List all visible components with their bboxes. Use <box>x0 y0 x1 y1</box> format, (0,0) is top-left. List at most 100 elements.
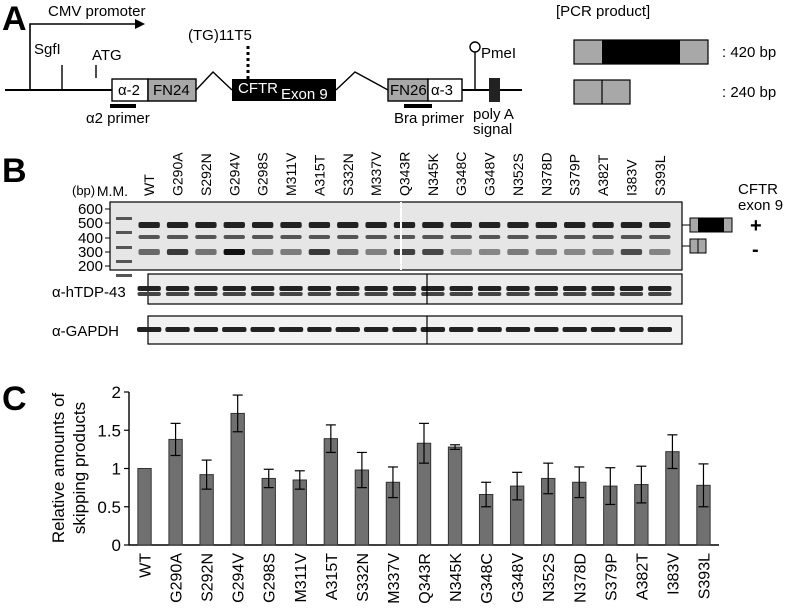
skipping-band <box>166 249 189 255</box>
inclusion-band <box>450 222 472 228</box>
tdp43-label: α-hTDP-43 <box>52 284 126 301</box>
intermediate-band <box>195 235 217 239</box>
bar <box>261 477 276 546</box>
intermediate-band <box>223 235 245 239</box>
intermediate-band <box>535 235 558 239</box>
tdp43-band <box>648 286 672 291</box>
promoter-arrowhead <box>135 19 145 29</box>
gapdh-band <box>335 327 360 332</box>
y-tick-label: 1 <box>112 460 121 479</box>
intermediate-band <box>337 235 359 239</box>
tdp43-band-lower <box>137 292 161 296</box>
pmei-label: PmeI <box>481 45 516 62</box>
x-tick-label: M337V <box>386 553 403 604</box>
gapdh-band <box>477 327 502 332</box>
x-tick-label: S393L <box>696 553 713 599</box>
lane-label: G348C <box>453 152 469 196</box>
inclusion-band <box>649 222 671 228</box>
skipping-band <box>195 249 217 255</box>
gapdh-band <box>420 327 446 332</box>
size-420-label: : 420 bp <box>722 44 776 61</box>
intermediate-band <box>649 235 671 239</box>
tdp43-band-lower <box>477 292 502 296</box>
alpha2-primer-label: α2 primer <box>86 110 150 127</box>
gapdh-band <box>392 327 417 332</box>
fn24-label: FN24 <box>153 82 190 99</box>
inclusion-band <box>620 222 643 228</box>
marker-band <box>116 231 132 234</box>
lane-label: N378D <box>538 152 554 196</box>
inclusion-band <box>195 222 217 228</box>
tdp43-band <box>250 286 275 291</box>
inclusion-band <box>478 222 501 228</box>
tdp43-band <box>421 286 445 291</box>
panel-c: C Relative amounts of skipping products … <box>2 380 719 604</box>
tdp43-band <box>477 286 502 291</box>
tdp43-band-lower <box>534 292 559 296</box>
fn26-label: FN26 <box>390 82 427 99</box>
y-tick-label: 2 <box>112 383 121 402</box>
inclusion-band <box>564 222 586 228</box>
intermediate-band <box>564 235 586 239</box>
minus-label: - <box>752 239 759 261</box>
gapdh-band <box>505 327 531 332</box>
pcr-420-exon9 <box>602 40 680 64</box>
tdp43-bands <box>137 274 672 304</box>
lane-label: M337V <box>368 151 384 196</box>
inclusion-band <box>138 222 160 228</box>
x-tick-label: WT <box>138 553 155 578</box>
lane-label: N352S <box>510 153 526 196</box>
skipping-band <box>592 249 614 255</box>
tdp43-band <box>336 286 360 291</box>
ladder-label: 400 <box>78 230 103 247</box>
tdp43-band-lower <box>222 292 246 296</box>
gapdh-band <box>307 327 332 332</box>
inclusion-band <box>280 222 302 228</box>
ladder-label: 500 <box>78 215 103 232</box>
inclusion-band <box>308 222 331 228</box>
intermediate-band <box>507 235 529 239</box>
tdp43-band <box>364 286 388 291</box>
x-tick-label: G348C <box>479 553 496 604</box>
gel-bands <box>116 202 671 277</box>
x-tick-label: I383V <box>665 553 682 595</box>
panel-b-letter: B <box>2 152 27 190</box>
tdp43-band-lower <box>506 292 530 296</box>
lane-label: N345K <box>425 153 441 196</box>
inclusion-band <box>337 222 359 228</box>
lane-label: M311V <box>283 152 299 196</box>
inclusion-band <box>365 222 387 228</box>
alpha3-label: α-3 <box>431 82 453 99</box>
tdp43-band <box>619 286 644 291</box>
tdp43-band <box>534 286 559 291</box>
x-tick-label: G294V <box>231 553 248 603</box>
lane-label: G290A <box>170 152 186 196</box>
skipping-band <box>223 249 245 255</box>
panel-a-letter: A <box>2 0 27 38</box>
tdp43-band <box>279 286 303 291</box>
y-tick-label: 0 <box>112 536 121 555</box>
tdp43-band <box>165 286 190 291</box>
tdp43-band <box>137 286 161 291</box>
y-axis-label-1: Relative amounts of <box>49 393 68 544</box>
panel-a: A CMV promoter SgfI ATG α-2 FN24 (TG)11T… <box>2 0 776 138</box>
pcr-product-420 <box>573 39 709 65</box>
gapdh-band <box>278 327 304 332</box>
gapdh-band <box>363 327 389 332</box>
gapdh-band <box>449 327 474 332</box>
tdp43-band <box>506 286 530 291</box>
alpha2-label: α-2 <box>118 82 140 99</box>
size-240-label: : 240 bp <box>722 84 776 101</box>
lane-label: WT <box>141 174 157 196</box>
bar <box>323 438 339 546</box>
lane-label: S292N <box>198 153 214 196</box>
panel-c-letter: C <box>2 380 27 418</box>
skipping-band <box>308 249 331 255</box>
panel-b: B (bp) M.M. WT G290A S292N G294V G298S M311V A3… <box>2 151 783 345</box>
tg-label: (TG)11T5 <box>188 27 252 44</box>
x-tick-label: S379P <box>603 553 620 601</box>
tdp43-band <box>563 286 587 291</box>
polya-block <box>489 78 500 102</box>
lane-label: S379P <box>567 154 583 196</box>
cmv-promoter-label: CMV promoter <box>48 3 146 20</box>
